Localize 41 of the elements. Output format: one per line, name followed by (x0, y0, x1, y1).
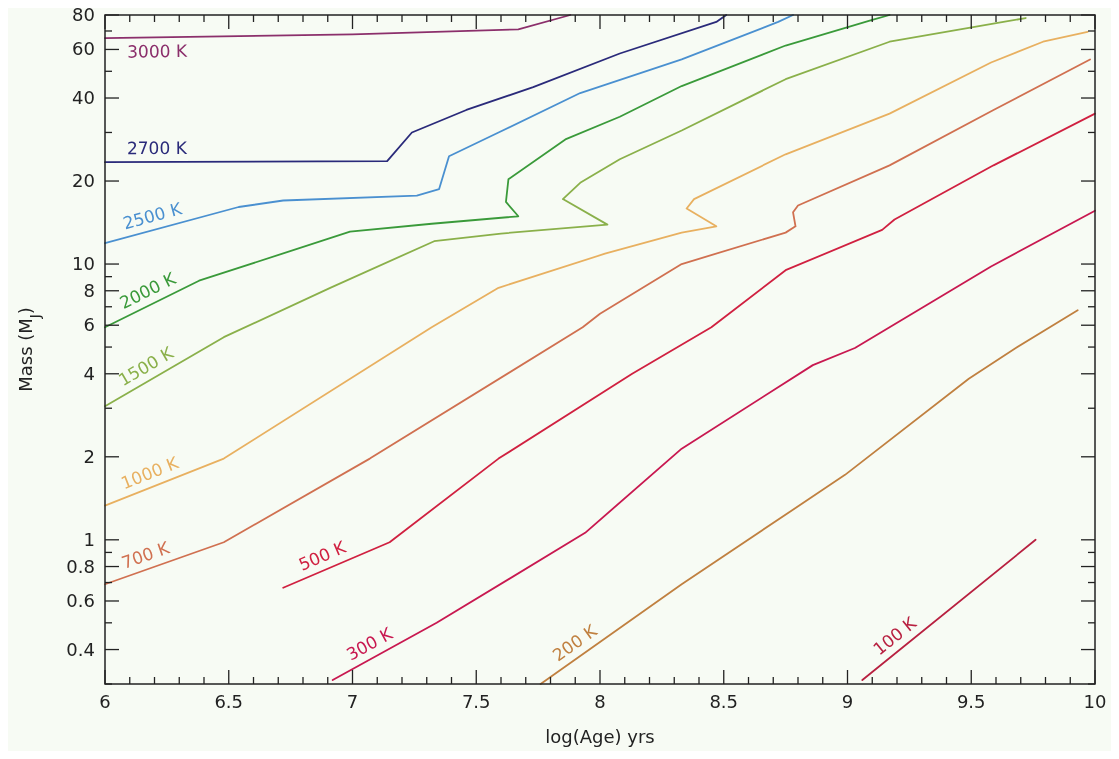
y-tick-label: 0.6 (66, 589, 95, 611)
x-tick-label: 6 (99, 691, 111, 712)
y-tick-label: 10 (72, 253, 95, 275)
series-label: 3000 K (127, 40, 189, 62)
y-tick-label: 0.4 (66, 638, 95, 660)
line-series (331, 209, 1096, 681)
text: 700 K (119, 537, 173, 573)
text: 300 K (343, 622, 397, 665)
text: 1000 K (118, 452, 182, 494)
text: 100 K (869, 612, 921, 660)
y-tick-label: 6 (83, 314, 95, 336)
line-series (104, 14, 794, 245)
x-tick-label: 7.5 (461, 691, 491, 712)
text: 500 K (295, 536, 350, 575)
x-tick-label: 10 (1083, 691, 1107, 712)
x-tick-label: 7 (346, 691, 359, 712)
x-tick-label: 9.5 (956, 691, 986, 712)
line-series (104, 14, 891, 329)
y-tick-label: 1 (83, 528, 95, 550)
y-tick-label: 0.8 (66, 555, 95, 577)
y-tick-label: 8 (83, 279, 95, 301)
x-axis-title: log(Age) yrs (545, 726, 655, 747)
y-tick-label: 60 (72, 38, 95, 60)
y-tick-label: 40 (72, 87, 95, 109)
line-series (104, 58, 1091, 586)
x-tick-label: 9 (841, 691, 854, 712)
text: 200 K (548, 620, 601, 666)
x-tick-label: 8.5 (709, 691, 739, 712)
y-tick-label: 80 (72, 4, 95, 25)
x-tick-label: 8 (594, 691, 606, 712)
text: 2500 K (120, 198, 185, 234)
y-tick-label: 2 (83, 445, 95, 467)
line-series (104, 17, 1027, 408)
y-tick-label: 20 (72, 170, 95, 192)
x-tick-label: 6.5 (214, 691, 244, 712)
y-tick-label: 4 (83, 362, 95, 384)
series-label: 2700 K (126, 137, 188, 159)
line-series (539, 309, 1079, 685)
line-series (104, 30, 1089, 507)
line-series (104, 14, 728, 164)
line-series (282, 112, 1096, 589)
